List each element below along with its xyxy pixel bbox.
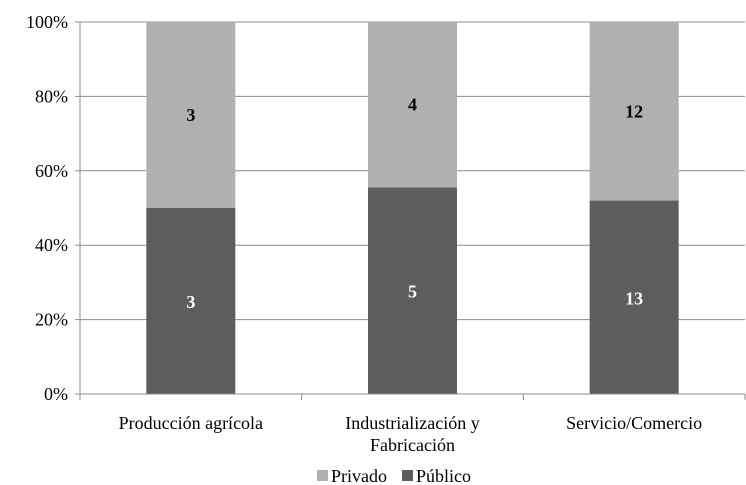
x-axis-category-labels: Producción agrícola Industrialización yFa…: [119, 413, 703, 455]
bar-segment-publico: [146, 208, 236, 394]
y-axis-tick-labels: 0% 20% 40% 60% 80% 100%: [26, 12, 68, 404]
x-category-label: Industrialización y: [345, 413, 479, 433]
legend: Privado Público: [317, 466, 471, 485]
y-tick-label: 100%: [26, 12, 68, 32]
legend-swatch-publico: [402, 470, 413, 481]
legend-label-publico: Público: [416, 466, 471, 485]
y-tick-label: 80%: [35, 86, 68, 106]
bar-segment-privado: [368, 22, 457, 188]
data-label-publico: 3: [186, 292, 195, 312]
bars: 3 3 5 4 13 12: [146, 22, 679, 394]
x-category-label: Fabricación: [370, 435, 455, 455]
x-category-label: Producción agrícola: [119, 413, 263, 433]
bar-segment-publico: [589, 200, 679, 394]
y-tick-label: 0%: [44, 384, 68, 404]
y-tick-label: 60%: [35, 161, 68, 181]
y-tick-label: 20%: [35, 310, 68, 330]
bar-segment-privado: [146, 22, 236, 208]
bar-segment-privado: [589, 22, 679, 201]
data-label-publico: 13: [625, 288, 643, 308]
x-category-label: Servicio/Comercio: [566, 413, 702, 433]
y-tick-label: 40%: [35, 235, 68, 255]
axes: [75, 21, 746, 400]
data-label-publico: 5: [408, 282, 417, 302]
bar-segment-publico: [368, 187, 457, 394]
data-label-privado: 4: [408, 95, 417, 115]
legend-swatch-privado: [317, 470, 328, 481]
data-label-privado: 3: [186, 105, 195, 125]
legend-label-privado: Privado: [331, 466, 387, 485]
data-label-privado: 12: [625, 101, 643, 121]
